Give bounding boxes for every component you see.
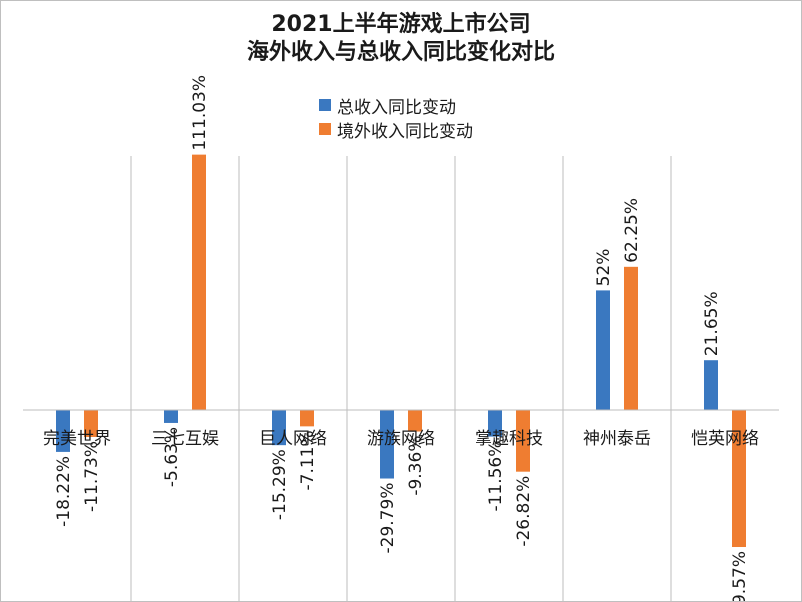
bar-total-5 [596, 290, 610, 410]
bar-overseas-5 [624, 266, 638, 410]
chart-title-line1: 2021上半年游戏上市公司 [271, 12, 531, 37]
data-label-overseas-2: -7.11% [298, 430, 318, 490]
legend-swatch-overseas [319, 123, 331, 135]
bar-overseas-2 [300, 410, 314, 427]
data-label-overseas-3: -9.36% [406, 436, 426, 496]
category-label: 恺英网络 [691, 429, 759, 449]
data-label-overseas-5: 62.25% [622, 198, 642, 263]
legend-item-overseas: 境外收入同比变动 [319, 117, 473, 142]
data-label-overseas-6: -59.57% [730, 551, 750, 601]
legend-item-total: 总收入同比变动 [319, 93, 473, 118]
bar-total-4 [488, 410, 502, 437]
bar-total-0 [56, 410, 70, 452]
chart-title: 2021上半年游戏上市公司 海外收入与总收入同比变化对比 [1, 11, 801, 67]
data-label-total-5: 52% [594, 249, 614, 287]
bar-total-1 [164, 410, 178, 423]
data-label-total-1: -5.63% [162, 427, 182, 487]
data-label-overseas-4: -26.82% [514, 476, 534, 547]
category-label: 神州泰岳 [583, 429, 651, 449]
legend-label-overseas: 境外收入同比变动 [337, 121, 473, 142]
category-label: 巨人网络 [259, 429, 327, 449]
bar-overseas-4 [516, 410, 530, 472]
data-label-total-6: 21.65% [702, 291, 722, 356]
data-label-overseas-0: -11.73% [82, 441, 102, 512]
bar-overseas-0 [84, 410, 98, 437]
bar-overseas-6 [732, 410, 746, 548]
bar-total-6 [704, 360, 718, 410]
bar-overseas-3 [408, 410, 422, 432]
data-label-total-0: -18.22% [54, 456, 74, 527]
legend-swatch-total [319, 99, 331, 111]
category-label: 完美世界 [43, 429, 111, 449]
bar-total-2 [272, 410, 286, 446]
data-label-total-4: -11.56% [486, 441, 506, 512]
data-label-total-3: -29.79% [378, 483, 398, 554]
category-label: 三七互娱 [151, 429, 219, 449]
legend-label-total: 总收入同比变动 [337, 97, 456, 118]
category-label: 掌趣科技 [475, 429, 543, 449]
data-label-total-2: -15.29% [270, 449, 290, 520]
category-label: 游族网络 [367, 429, 435, 449]
bar-total-3 [380, 410, 394, 479]
chart-legend: 总收入同比变动 境外收入同比变动 [319, 93, 473, 142]
data-label-overseas-1: 111.03% [190, 75, 210, 151]
bar-overseas-1 [192, 154, 206, 410]
chart-title-line2: 海外收入与总收入同比变化对比 [246, 40, 555, 65]
